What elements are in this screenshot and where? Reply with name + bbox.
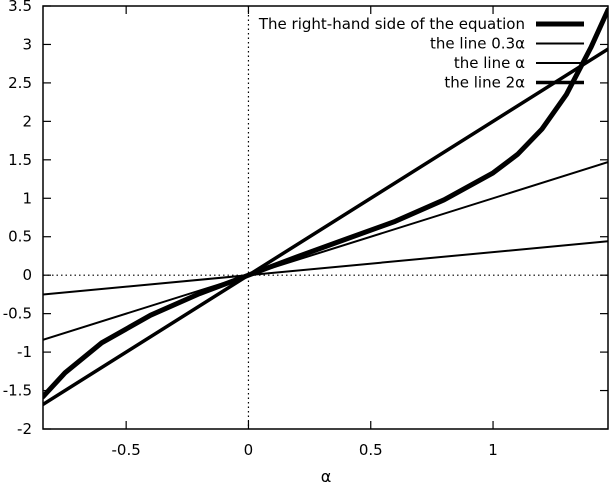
- legend-label-0: The right-hand side of the equation: [258, 15, 525, 33]
- y-tick-label: -0.5: [3, 305, 32, 323]
- legend-label-1: the line 0.3α: [430, 35, 525, 53]
- ticks-layer: -0.5 0 0.5 1 -2 -1.5 -1 -0.5 0 0.5 1 1.5 2 2.5 3 3.5: [3, 0, 608, 459]
- series-layer: [43, 7, 608, 407]
- y-tick-label: 3: [22, 35, 32, 53]
- y-tick-label: 0: [22, 266, 32, 284]
- series-line-1: [43, 240, 608, 296]
- y-tick-label: -2: [17, 420, 32, 438]
- x-tick-label: 0: [244, 441, 254, 459]
- y-tick-label: 0.5: [8, 228, 32, 246]
- x-axis-label: α: [321, 467, 332, 484]
- legend: The right-hand side of the equation the l…: [258, 15, 584, 92]
- y-tick-label: 1.5: [8, 151, 32, 169]
- y-tick-label: -1.5: [3, 382, 32, 400]
- x-tick-label: -0.5: [112, 441, 141, 459]
- series-line-2: [43, 161, 608, 341]
- y-tick-label: 1: [22, 189, 32, 207]
- legend-label-2: the line α: [454, 54, 525, 72]
- y-tick-label: -1: [17, 343, 32, 361]
- legend-label-3: the line 2α: [444, 74, 525, 92]
- y-tick-label: 2: [22, 112, 32, 130]
- y-tick-label: 2.5: [8, 74, 32, 92]
- y-tick-label: 3.5: [8, 0, 32, 15]
- x-tick-label: 0.5: [359, 441, 383, 459]
- x-tick-label: 1: [488, 441, 498, 459]
- series-line-0: [43, 7, 608, 400]
- zero-reference-lines: [43, 6, 608, 429]
- plot-frame: [42, 5, 609, 430]
- series-line-3: [43, 47, 608, 407]
